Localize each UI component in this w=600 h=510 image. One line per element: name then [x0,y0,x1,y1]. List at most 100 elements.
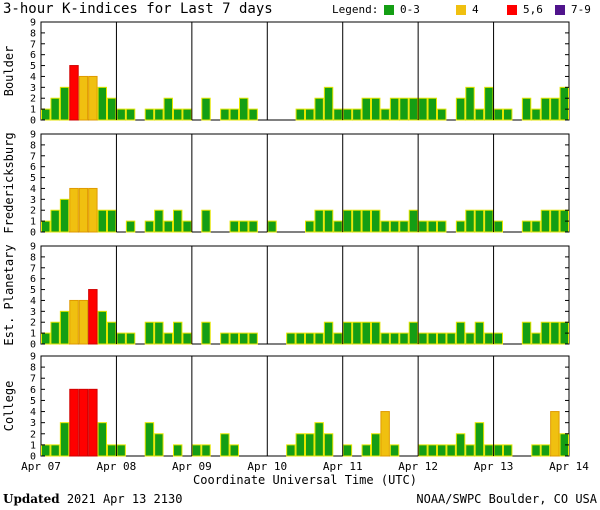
legend-swatch-5-6 [507,5,517,15]
bar-fredericksburg-15 [182,220,192,233]
ytick-label-fredericksburg-0: 0 [30,228,36,239]
xtick-label-apr-12: Apr 12 [398,460,438,473]
bar-fredericksburg-28 [305,220,315,233]
bar-boulder-0 [41,108,51,121]
bar-boulder-37 [389,97,400,121]
bar-est-planetary-53 [540,321,551,345]
ytick-label-college-5: 5 [30,396,36,407]
panel-label-boulder: Boulder [2,46,16,97]
ytick-label-fredericksburg-6: 6 [30,162,36,173]
bar-est-planetary-19 [220,332,230,345]
bar-boulder-33 [352,108,362,121]
bar-college-32 [342,444,353,457]
bar-est-planetary-27 [295,332,306,345]
bar-est-planetary-32 [342,321,353,345]
bar-fredericksburg-34 [361,209,372,233]
bar-est-planetary-52 [531,332,541,345]
bar-est-planetary-45 [465,332,475,345]
data-source: NOAA/SWPC Boulder, CO USA [416,492,597,506]
bar-boulder-48 [493,108,504,121]
legend: Legend: 0-3 4 5,6 7-9 [332,3,600,17]
ytick-label-fredericksburg-5: 5 [30,173,36,184]
bar-fredericksburg-42 [437,220,447,233]
bar-college-7 [107,444,117,457]
bar-college-30 [323,433,334,457]
bar-college-17 [201,444,211,457]
bar-est-planetary-34 [361,321,372,345]
ytick-label-est-planetary-0: 0 [30,340,36,351]
bar-est-planetary-40 [418,332,428,345]
bar-college-44 [455,433,466,457]
bar-college-45 [465,444,475,457]
ytick-label-college-3: 3 [30,418,36,429]
bar-college-37 [389,444,400,457]
bar-est-planetary-29 [314,332,324,345]
bar-boulder-22 [248,108,258,121]
bar-college-28 [305,433,315,457]
bar-est-planetary-15 [182,332,192,345]
bar-fredericksburg-48 [493,220,504,233]
legend-text-7-9: 7-9 [571,3,591,16]
bar-fredericksburg-36 [380,220,390,233]
bar-college-34 [361,444,372,457]
bar-est-planetary-42 [437,332,447,345]
ytick-label-est-planetary-7: 7 [30,263,36,274]
updated-label: Updated [3,492,60,506]
bar-college-14 [173,444,183,457]
bar-fredericksburg-51 [521,220,532,233]
legend-text-4: 4 [472,3,479,16]
ytick-label-est-planetary-4: 4 [30,296,36,307]
ytick-label-college-4: 4 [30,407,36,418]
bar-fredericksburg-13 [163,220,173,233]
bar-fredericksburg-11 [144,220,155,233]
ytick-label-est-planetary-1: 1 [30,329,36,340]
bar-fredericksburg-7 [107,209,117,233]
panel-label-est-planetary: Est. Planetary [2,244,16,345]
bar-est-planetary-37 [389,332,400,345]
bar-est-planetary-0 [41,332,51,345]
bar-boulder-54 [550,97,560,121]
bar-college-16 [191,444,202,457]
bar-fredericksburg-39 [408,209,419,233]
panel-est-planetary [40,245,570,345]
legend-text-0-3: 0-3 [400,3,420,16]
legend-swatch-4 [456,5,466,15]
bar-college-12 [154,433,164,457]
bar-boulder-19 [220,108,230,121]
ytick-label-college-0: 0 [30,452,36,463]
bar-fredericksburg-54 [550,209,560,233]
bar-fredericksburg-6 [97,209,107,233]
bar-boulder-34 [361,97,372,121]
bar-est-planetary-3 [69,299,79,345]
ytick-label-fredericksburg-3: 3 [30,195,36,206]
updated-time: 2021 Apr 13 2130 [66,492,183,506]
bar-boulder-3 [69,65,79,121]
bar-est-planetary-13 [163,332,173,345]
ytick-label-boulder-0: 0 [30,116,36,127]
bar-boulder-8 [116,108,126,121]
bar-est-planetary-1 [50,321,60,345]
bar-college-3 [69,388,79,457]
bar-fredericksburg-9 [125,220,136,233]
x-axis-label: Coordinate Universal Time (UTC) [193,473,417,487]
bar-college-48 [493,444,504,457]
ytick-label-boulder-2: 2 [30,94,36,105]
bar-fredericksburg-31 [333,220,343,233]
bar-est-planetary-11 [144,321,155,345]
bar-college-19 [220,433,230,457]
bar-fredericksburg-17 [201,209,211,233]
bar-est-planetary-14 [173,321,183,345]
bar-boulder-35 [371,97,381,121]
bar-college-20 [229,444,239,457]
bar-fredericksburg-32 [342,209,353,233]
ytick-label-est-planetary-5: 5 [30,285,36,296]
bar-boulder-39 [408,97,419,121]
bar-boulder-28 [305,108,315,121]
bar-fredericksburg-12 [154,209,164,233]
bar-est-planetary-43 [446,332,456,345]
bar-boulder-47 [484,86,494,121]
ytick-label-fredericksburg-9: 9 [30,130,36,141]
ytick-label-est-planetary-9: 9 [30,242,36,253]
bar-boulder-42 [437,108,447,121]
bar-college-36 [380,411,390,457]
